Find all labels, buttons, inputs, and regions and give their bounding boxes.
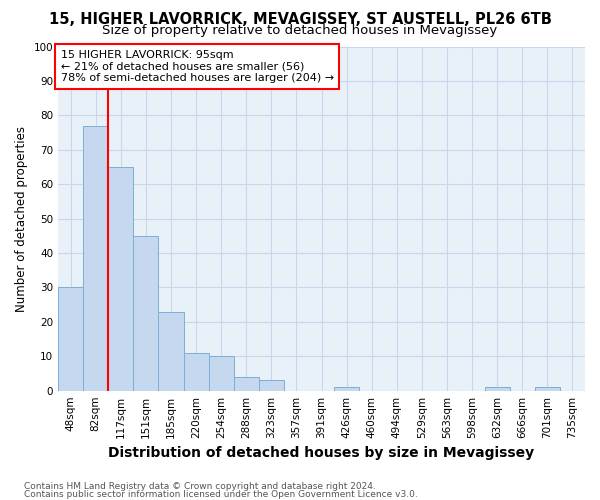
Bar bbox=[209, 356, 233, 390]
Bar bbox=[535, 387, 560, 390]
Bar bbox=[108, 167, 133, 390]
Bar bbox=[233, 377, 259, 390]
Text: 15, HIGHER LAVORRICK, MEVAGISSEY, ST AUSTELL, PL26 6TB: 15, HIGHER LAVORRICK, MEVAGISSEY, ST AUS… bbox=[49, 12, 551, 28]
Bar bbox=[158, 312, 184, 390]
Bar bbox=[58, 288, 83, 391]
Bar bbox=[83, 126, 108, 390]
Bar bbox=[184, 353, 209, 391]
Bar bbox=[133, 236, 158, 390]
Text: 15 HIGHER LAVORRICK: 95sqm
← 21% of detached houses are smaller (56)
78% of semi: 15 HIGHER LAVORRICK: 95sqm ← 21% of deta… bbox=[61, 50, 334, 83]
Bar bbox=[485, 387, 510, 390]
Text: Contains HM Land Registry data © Crown copyright and database right 2024.: Contains HM Land Registry data © Crown c… bbox=[24, 482, 376, 491]
Bar bbox=[334, 387, 359, 390]
Y-axis label: Number of detached properties: Number of detached properties bbox=[15, 126, 28, 312]
Bar bbox=[259, 380, 284, 390]
Text: Size of property relative to detached houses in Mevagissey: Size of property relative to detached ho… bbox=[103, 24, 497, 37]
X-axis label: Distribution of detached houses by size in Mevagissey: Distribution of detached houses by size … bbox=[109, 446, 535, 460]
Text: Contains public sector information licensed under the Open Government Licence v3: Contains public sector information licen… bbox=[24, 490, 418, 499]
